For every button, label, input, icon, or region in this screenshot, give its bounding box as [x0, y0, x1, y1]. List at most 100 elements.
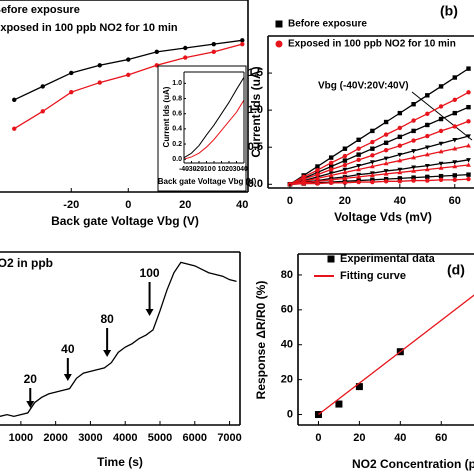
- marker: [356, 146, 361, 151]
- marker: [356, 179, 361, 185]
- y-tick-label: 0.4: [172, 126, 182, 133]
- marker: [328, 172, 334, 178]
- marker: [425, 122, 430, 128]
- panel-label: (d): [447, 262, 465, 278]
- marker: [411, 154, 416, 160]
- marker: [383, 119, 389, 125]
- marker: [370, 179, 375, 185]
- y-tick-label: 1.0: [172, 80, 182, 87]
- series-line: [184, 77, 244, 159]
- marker: [397, 134, 403, 140]
- marker: [438, 173, 444, 179]
- x-tick-label: 1000: [9, 432, 33, 444]
- marker: [315, 168, 320, 173]
- x-tick-label: 40: [240, 166, 248, 173]
- marker: [383, 132, 389, 137]
- marker: [301, 181, 306, 186]
- marker: [397, 169, 403, 175]
- marker: [424, 145, 430, 150]
- marker: [370, 153, 375, 158]
- y-tick-label: 0.2: [172, 141, 182, 148]
- marker: [452, 160, 458, 165]
- marker: [466, 104, 471, 110]
- marker: [342, 180, 348, 186]
- marker: [466, 176, 471, 182]
- marker: [40, 84, 45, 89]
- marker: [370, 128, 375, 134]
- marker: [425, 178, 430, 183]
- x-tick-label: 0: [287, 195, 293, 207]
- chart-title: NO2 in ppb: [0, 256, 53, 270]
- y-tick-label: 60: [281, 304, 293, 316]
- marker: [411, 138, 416, 143]
- annotation-arrowhead: [145, 309, 154, 316]
- series-line: [289, 106, 469, 185]
- marker: [342, 175, 348, 181]
- marker: [240, 38, 245, 43]
- series-line: [289, 174, 469, 185]
- panel: -20 0 20 40 Back gate Voltage Vbg (V) Before …: [0, 0, 249, 228]
- marker: [328, 180, 334, 186]
- marker: [424, 166, 430, 172]
- annotation: 20: [24, 372, 38, 386]
- series-line: [289, 120, 469, 185]
- marker: [452, 173, 457, 178]
- series-line: [289, 135, 469, 185]
- marker: [126, 72, 131, 78]
- marker: [466, 66, 471, 71]
- y-tick-label: 0.0: [172, 156, 182, 163]
- marker: [411, 118, 416, 123]
- marker: [438, 149, 444, 154]
- marker: [370, 177, 375, 183]
- marker: [466, 134, 471, 139]
- marker: [397, 143, 403, 148]
- series-line: [289, 145, 469, 185]
- marker: [342, 158, 348, 163]
- series-line: [184, 99, 244, 160]
- marker: [466, 172, 471, 177]
- marker: [97, 80, 102, 85]
- marker: [356, 152, 361, 157]
- legend-swatch: [275, 20, 283, 28]
- x-tick-label: -40: [179, 166, 189, 173]
- marker: [211, 49, 216, 55]
- panel: -40-30-20-10 0 10 20 30 40 0.0 0.2 0.4 0.6 0.8 1.0 B…: [157, 65, 257, 192]
- y-tick-label: 0.8: [172, 95, 182, 102]
- marker: [315, 170, 320, 175]
- y-tick-label: 0.0: [248, 178, 263, 190]
- inset-box: [157, 65, 247, 192]
- marker: [397, 157, 403, 163]
- marker: [466, 90, 471, 95]
- marker: [369, 163, 375, 169]
- marker: [466, 119, 471, 124]
- x-tick-label: 40: [394, 432, 406, 444]
- marker: [397, 176, 403, 181]
- x-tick-label: 40: [236, 199, 248, 211]
- y-tick-label: 80: [281, 269, 293, 281]
- marker: [466, 143, 471, 148]
- marker: [328, 160, 334, 165]
- marker: [383, 179, 389, 184]
- marker: [342, 146, 348, 151]
- legend-label: Exposed in 100 ppb NO2 for 10 min: [0, 22, 178, 34]
- x-tick-label: 30: [233, 166, 241, 173]
- marker: [452, 110, 457, 116]
- x-tick-label: 6000: [183, 432, 207, 444]
- marker: [397, 110, 403, 116]
- annotation: 80: [100, 312, 114, 326]
- x-tick-label: -30: [186, 166, 196, 173]
- marker: [356, 163, 362, 169]
- annotation: 100: [140, 266, 160, 280]
- marker: [356, 174, 362, 179]
- x-tick-label: -20: [194, 166, 204, 173]
- marker: [342, 169, 348, 175]
- marker: [411, 178, 416, 183]
- x-axis-label: NO2 Concentration (ppb): [352, 457, 474, 471]
- series-line: [289, 68, 469, 185]
- series-line: [318, 294, 474, 416]
- marker: [438, 177, 444, 183]
- marker: [383, 156, 389, 161]
- marker: [438, 165, 444, 170]
- marker: [425, 93, 430, 98]
- x-axis-label: Back gate Voltage Vbg (V): [158, 177, 257, 186]
